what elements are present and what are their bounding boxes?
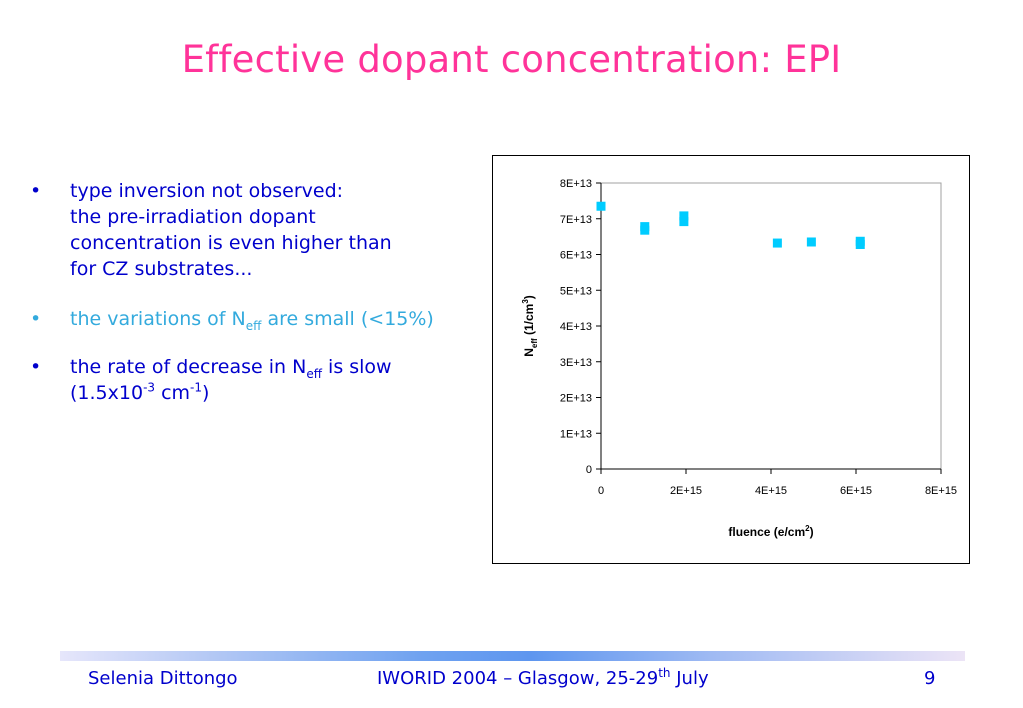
x-tick-label: 4E+15: [755, 485, 787, 497]
y-tick-label: 2E+13: [560, 393, 592, 405]
page-number: 9: [924, 668, 936, 689]
subscript: eff: [306, 366, 322, 381]
x-axis-label-sup: 2: [805, 524, 810, 533]
bullet-text: the variations of N: [70, 308, 246, 330]
bullet-variations: • the variations of Neff are small (<15%…: [30, 306, 500, 332]
y-tick-label: 6E+13: [560, 250, 592, 262]
data-point: [640, 225, 650, 235]
y-tick-label: 1E+13: [560, 428, 592, 440]
bullet-text: cm: [155, 382, 191, 404]
data-point: [855, 239, 865, 249]
y-axis-label: Neff (1/cm3): [521, 295, 539, 357]
neff-vs-fluence-chart: 0 1E+13 2E+13 3E+13 4E+13 5E+13 6E+13 7E+13 8E+1…: [521, 178, 957, 539]
plot-area: [600, 182, 942, 470]
y-axis-label-text: ): [522, 295, 536, 299]
superscript: -1: [190, 380, 202, 395]
x-tick-label: 0: [598, 485, 604, 497]
bullet-line: the rate of decrease in Neff is slow: [70, 354, 500, 380]
subscript: eff: [245, 318, 262, 333]
superscript: -3: [143, 380, 156, 395]
y-axis-label-text: (1/cm: [522, 304, 536, 339]
bullet-text: (1.5x10: [70, 382, 144, 404]
x-axis-label-text: fluence (e/cm: [728, 525, 805, 539]
bullet-dot: •: [30, 356, 42, 378]
bullet-list: • type inversion not observed: the pre-i…: [30, 178, 500, 406]
y-tick-label: 4E+13: [560, 321, 592, 333]
superscript: th: [658, 666, 671, 680]
data-point: [806, 237, 816, 247]
bullet-text: ): [202, 382, 210, 404]
bullet-line: type inversion not observed:: [70, 180, 344, 202]
bullet-dot: •: [30, 308, 42, 330]
data-point: [679, 217, 689, 227]
y-axis-label-text: N: [522, 348, 536, 357]
bullet-type-inversion: • type inversion not observed: the pre-i…: [30, 178, 500, 282]
x-axis-label: fluence (e/cm2): [728, 524, 813, 539]
bullet-dot: •: [30, 180, 42, 202]
bullet-rate: • the rate of decrease in Neff is slow (…: [30, 354, 500, 406]
y-axis-label-sup: 3: [521, 299, 530, 304]
footer-event-text: IWORID 2004 – Glasgow, 25-29: [377, 668, 659, 689]
y-tick-label: 8E+13: [560, 178, 592, 190]
bullet-line: concentration is even higher than: [70, 232, 392, 254]
y-tick-label: 3E+13: [560, 357, 592, 369]
bullet-text: are small (<15%): [261, 308, 434, 330]
y-axis-label-sub: eff: [530, 338, 539, 348]
y-tick-label: 0: [586, 464, 592, 476]
footer-author: Selenia Dittongo: [88, 668, 238, 689]
x-tick-label: 8E+15: [925, 485, 957, 497]
y-tick-label: 7E+13: [560, 214, 592, 226]
chart-frame: 0 1E+13 2E+13 3E+13 4E+13 5E+13 6E+13 7E+13 8E+1…: [492, 155, 970, 564]
footer-divider: [60, 651, 965, 661]
footer-event: IWORID 2004 – Glasgow, 25-29th July: [377, 666, 709, 689]
data-point: [679, 211, 689, 221]
x-tick-label: 6E+15: [840, 485, 872, 497]
data-point: [596, 201, 606, 211]
bullet-line: the pre-irradiation dopant: [70, 206, 316, 228]
bullet-text: is slow: [322, 356, 392, 378]
bullet-line: (1.5x10-3 cm-1): [70, 380, 500, 406]
slide-title: Effective dopant concentration: EPI: [181, 38, 842, 81]
x-axis-label-text: ): [810, 525, 814, 539]
footer-event-text: July: [670, 668, 709, 689]
x-tick-label: 2E+15: [670, 485, 702, 497]
bullet-text: the rate of decrease in N: [70, 356, 307, 378]
bullet-line: for CZ substrates...: [70, 258, 253, 280]
y-tick-label: 5E+13: [560, 285, 592, 297]
data-point: [772, 238, 782, 248]
